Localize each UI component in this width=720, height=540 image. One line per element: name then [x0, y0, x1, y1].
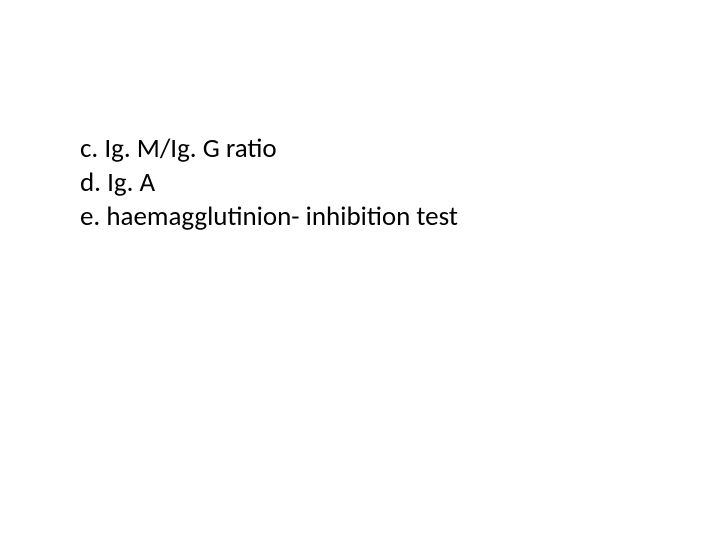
- option-c: c. Ig. M/Ig. G ratio: [80, 132, 640, 166]
- slide: c. Ig. M/Ig. G ratio d. Ig. A e. haemagg…: [0, 0, 720, 540]
- body-text-block: c. Ig. M/Ig. G ratio d. Ig. A e. haemagg…: [80, 132, 640, 233]
- option-e: e. haemagglutinion- inhibition test: [80, 200, 640, 234]
- option-d: d. Ig. A: [80, 166, 640, 200]
